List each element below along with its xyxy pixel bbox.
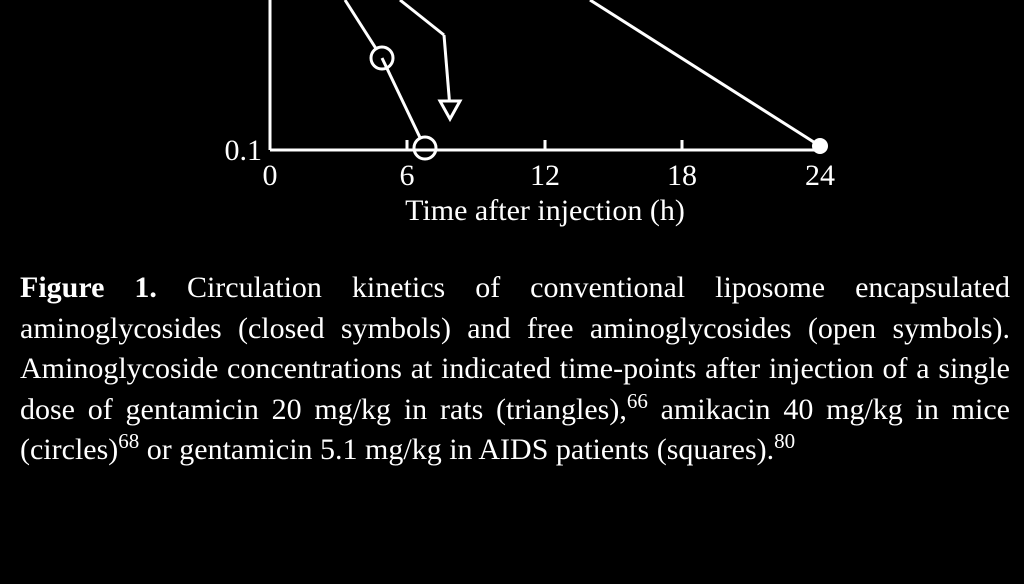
- y-axis-partial-label: Pla: [180, 15, 182, 53]
- ytick-label-0p1: 0.1: [225, 134, 263, 167]
- marker-triangle-open: [440, 101, 460, 119]
- xtick-label-18: 18: [667, 159, 697, 192]
- chart-svg: 0.1 0 6 12 18 24 Time after injection (h…: [180, 0, 900, 230]
- page-container: 0.1 0 6 12 18 24 Time after injection (h…: [0, 0, 1024, 584]
- series-closed-line: [590, 0, 820, 146]
- x-axis-label: Time after injection (h): [405, 194, 685, 227]
- xtick-label-24: 24: [805, 159, 835, 192]
- xtick-label-6: 6: [400, 159, 415, 192]
- series-circle-line2: [382, 58, 425, 148]
- caption-sup-2: 68: [118, 429, 139, 453]
- xtick-label-0: 0: [263, 159, 278, 192]
- caption-sup-1: 66: [627, 389, 648, 413]
- caption-sup-3: 80: [774, 429, 795, 453]
- xtick-label-12: 12: [530, 159, 560, 192]
- figure-caption: Figure 1. Circulation kinetics of conven…: [20, 268, 1010, 471]
- chart-area: 0.1 0 6 12 18 24 Time after injection (h…: [180, 0, 900, 230]
- caption-part-c: or gentamicin 5.1 mg/kg in AIDS patients…: [139, 433, 774, 466]
- marker-circle-open-2: [414, 137, 436, 159]
- series-triangle-line2: [444, 35, 450, 108]
- series-triangle-line: [400, 0, 444, 35]
- figure-label: Figure 1.: [20, 271, 157, 304]
